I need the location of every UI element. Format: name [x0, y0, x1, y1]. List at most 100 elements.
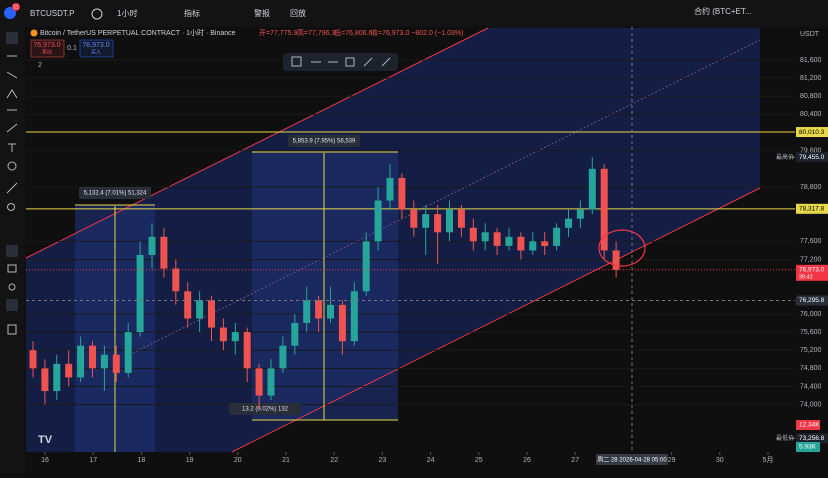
candle-body — [386, 177, 394, 201]
candle-body — [208, 300, 215, 328]
price-label: 73,256.8 — [799, 435, 825, 442]
x-tick-label: 16 — [41, 457, 49, 464]
candle-body — [136, 254, 144, 333]
price-label-bg — [796, 264, 828, 281]
add-symbol[interactable] — [91, 8, 103, 20]
candle-body — [77, 345, 85, 378]
x-tick-label: 20 — [234, 457, 242, 464]
price-label-bg — [796, 152, 828, 163]
indicator-count: 2 — [38, 62, 42, 69]
price-label: 76,973.0 — [799, 267, 825, 274]
candle-body — [231, 332, 239, 342]
legend-open: 开=77,775.9 — [259, 29, 297, 37]
alerts[interactable]: 警报 — [254, 8, 270, 18]
y-tick-label: 80,400 — [800, 111, 822, 118]
x-tick-label: 18 — [138, 457, 146, 464]
x-tick-label: 22 — [330, 457, 338, 464]
measure-label: 13.2 (0.02%) 132 — [242, 407, 289, 413]
candle-body — [529, 241, 537, 251]
tool-lock[interactable] — [7, 264, 17, 273]
candle-body — [350, 291, 358, 342]
x-tick-label: 26 — [523, 457, 531, 464]
badge — [12, 3, 20, 11]
measure-box — [252, 152, 398, 420]
float-tool-5[interactable] — [363, 57, 373, 67]
measure-label-bg — [288, 135, 360, 147]
indicators[interactable]: 指标 — [184, 8, 200, 18]
candle-body — [148, 236, 156, 255]
candle-body — [338, 304, 346, 342]
candle-body — [243, 332, 251, 369]
drawing-tools — [6, 32, 18, 335]
candle-body — [541, 241, 549, 246]
measure-label-bg — [79, 187, 151, 199]
x-tick-label: 27 — [571, 457, 579, 464]
candle-body — [600, 168, 608, 251]
tool-brush[interactable] — [6, 123, 18, 133]
candle-body — [422, 214, 430, 228]
candle-body — [112, 354, 120, 373]
candle-body — [374, 200, 382, 242]
tool-link[interactable] — [6, 299, 18, 311]
tool-pattern[interactable] — [6, 89, 18, 99]
candle-body — [469, 227, 477, 242]
tool-cursor[interactable] — [6, 32, 18, 44]
tool-trend[interactable] — [6, 71, 18, 79]
candle-body — [481, 232, 489, 242]
tool-emoji[interactable] — [7, 161, 17, 171]
crosshair-label-bg — [596, 454, 668, 465]
candle-body — [493, 232, 501, 246]
quantity: 0.1 — [67, 45, 77, 52]
candle-body — [362, 241, 370, 292]
candle-body — [53, 363, 61, 392]
plot-area: 5,132.4 (7.01%) 51,324 5,853.9 (7.95%) 58… — [25, 27, 795, 453]
candle-body — [184, 291, 192, 319]
channel-mid — [128, 39, 761, 356]
x-tick-label: 19 — [186, 457, 194, 464]
sell-price: 76,973.0 — [33, 42, 60, 49]
tool-text[interactable] — [8, 143, 16, 152]
candle-body — [100, 354, 108, 369]
replay[interactable]: 回放 — [290, 8, 306, 18]
x-tick-label: 5月 — [763, 456, 774, 464]
price-line-label: 80,010.3 — [799, 129, 825, 136]
candle-body — [553, 227, 561, 246]
symbol[interactable]: BTCUSDT.P — [30, 9, 74, 18]
price-line-label-bg — [796, 203, 828, 214]
candle-body — [267, 368, 275, 396]
price-label-timer: 39:42 — [799, 274, 813, 280]
y-tick-label: 77,200 — [800, 256, 822, 263]
candle-body — [505, 236, 513, 246]
avatar[interactable] — [4, 7, 16, 19]
x-tick-label: 25 — [475, 457, 483, 464]
float-tool-1[interactable] — [291, 56, 302, 67]
sell-button[interactable] — [30, 39, 65, 58]
measure-label-bg — [229, 403, 301, 415]
legend-close: 收=76,973.0 −802.0 (−1.03%) — [371, 28, 463, 37]
candle-body — [124, 332, 132, 373]
y-tick-label: 75,200 — [800, 347, 822, 354]
tool-ruler[interactable] — [6, 182, 18, 194]
price-label-bg — [796, 295, 828, 306]
candle-body — [612, 250, 620, 270]
coin-icon — [30, 29, 38, 37]
tool-zoom[interactable] — [7, 203, 15, 211]
tool-magnet[interactable] — [6, 245, 18, 257]
candle-body — [29, 350, 37, 369]
y-tick-label: 81,600 — [800, 57, 822, 64]
legend-title: Bitcoin / TetherUS PERPETUAL CONTRACT · … — [40, 28, 236, 37]
y-tick-label: 80,800 — [800, 93, 822, 100]
buy-button[interactable] — [79, 39, 114, 58]
float-tool-6[interactable] — [381, 57, 391, 67]
candle-body — [576, 209, 584, 219]
channel-upper — [25, 27, 489, 259]
interval[interactable]: 1小时 — [117, 8, 137, 18]
contract[interactable]: 合约 (BTC+ET... — [694, 6, 752, 16]
candle-body — [588, 168, 596, 210]
float-tool-4[interactable] — [345, 57, 355, 67]
price-label-tag: 最低价 — [776, 434, 794, 442]
tool-eye[interactable] — [8, 283, 16, 291]
x-tick-label: 29 — [668, 457, 676, 464]
tool-trash[interactable] — [7, 324, 17, 335]
candle-body — [172, 268, 180, 292]
